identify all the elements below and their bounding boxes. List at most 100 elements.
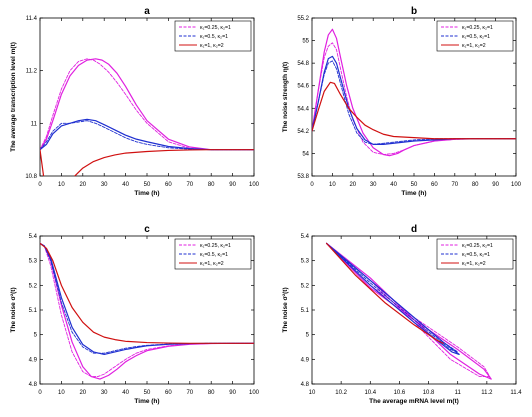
series-line-blue-solid xyxy=(325,242,460,355)
legend: κ₁=0.25, κ₂=1 κ₁=0.5, κ₂=1 κ₁=1, κ₂=2 xyxy=(436,238,514,270)
y-tick-label: 4.8 xyxy=(29,382,38,388)
chart-panel-a: 0 10 20 30 40 50 60 70 80 90 100 10.8 11 11.2 11.4 a Tim… xyxy=(10,6,260,197)
x-tick-label: 60 xyxy=(165,182,172,188)
x-tick-label: 90 xyxy=(229,182,236,188)
y-tick-label: 4.8 xyxy=(301,382,310,388)
x-tick-label: 20 xyxy=(79,182,86,188)
x-tick-label: 0 xyxy=(310,182,314,188)
panel-label: a xyxy=(144,6,150,17)
legend-box xyxy=(436,20,514,52)
x-tick-label: 10.6 xyxy=(394,390,406,396)
legend-box xyxy=(436,238,514,270)
x-tick-label: 90 xyxy=(492,182,499,188)
y-tick-label: 5.2 xyxy=(301,283,310,289)
x-tick-label: 50 xyxy=(411,182,418,188)
legend-label: κ₁=1, κ₂=2 xyxy=(462,43,486,49)
legend-label: κ₁=0.5, κ₂=1 xyxy=(462,252,490,258)
series-line-red-solid xyxy=(325,242,444,344)
x-tick-label: 80 xyxy=(472,182,479,188)
y-axis-label: The noise σ²(t) xyxy=(282,287,289,332)
y-tick-label: 55.2 xyxy=(297,16,309,22)
series-group xyxy=(325,242,492,380)
x-tick-label: 60 xyxy=(165,390,172,396)
y-tick-label: 54.2 xyxy=(297,129,309,135)
legend-label: κ₁=1, κ₂=2 xyxy=(200,261,224,267)
x-tick-label: 70 xyxy=(186,390,193,396)
series-group xyxy=(40,58,254,176)
legend-label: κ₁=0.25, κ₂=1 xyxy=(462,25,493,31)
y-tick-label: 54.8 xyxy=(297,61,309,67)
x-axis-label: Time (h) xyxy=(134,190,159,197)
y-tick-label: 5.1 xyxy=(29,308,38,314)
y-tick-label: 5.4 xyxy=(29,234,38,240)
y-tick-label: 5.1 xyxy=(301,308,310,314)
x-tick-label: 50 xyxy=(144,182,151,188)
chart-panel-c: 0 10 20 30 40 50 60 70 80 90 100 4.8 4.9 5 5.1 5.2 5.3 5.… xyxy=(10,224,260,405)
series-line-magenta-solid xyxy=(312,28,516,157)
series-group xyxy=(40,242,254,380)
x-axis-label: The average mRNA level m(t) xyxy=(369,398,459,405)
y-axis-label: The average transcription level m(t) xyxy=(10,42,17,152)
x-tick-label: 60 xyxy=(431,182,438,188)
x-tick-label: 30 xyxy=(370,182,377,188)
x-tick-label: 20 xyxy=(79,390,86,396)
series-line-red-solid xyxy=(40,149,254,176)
legend: κ₁=0.25, κ₂=1 κ₁=0.5, κ₂=1 κ₁=1, κ₂=2 xyxy=(436,20,514,52)
x-tick-label: 30 xyxy=(101,182,108,188)
y-tick-label: 5.3 xyxy=(301,259,310,265)
legend-label: κ₁=0.25, κ₂=1 xyxy=(200,25,231,31)
x-tick-label: 100 xyxy=(249,390,260,396)
x-axis-label: Time (h) xyxy=(134,398,159,405)
y-tick-label: 11.4 xyxy=(26,16,38,22)
y-tick-label: 5 xyxy=(306,333,310,339)
series-line-magenta-solid xyxy=(325,242,492,380)
series-line-magenta-solid xyxy=(40,58,254,151)
legend: κ₁=0.25, κ₂=1 κ₁=0.5, κ₂=1 κ₁=1, κ₂=2 xyxy=(174,238,252,270)
x-tick-label: 10.2 xyxy=(335,390,347,396)
panel-label: d xyxy=(411,224,417,235)
series-group xyxy=(312,28,516,157)
x-tick-label: 11.4 xyxy=(510,390,522,396)
y-tick-label: 5.4 xyxy=(301,234,310,240)
chart-panel-b: 0 10 20 30 40 50 60 70 80 90 100 53.8 54 54.2 54.4 54.6… xyxy=(282,6,522,197)
x-tick-label: 50 xyxy=(144,390,151,396)
y-tick-label: 53.8 xyxy=(297,174,309,180)
x-tick-label: 20 xyxy=(349,182,356,188)
y-tick-label: 54.4 xyxy=(297,106,309,112)
x-tick-label: 10.8 xyxy=(423,390,435,396)
x-tick-label: 0 xyxy=(38,182,42,188)
legend-box xyxy=(174,238,252,270)
legend-label: κ₁=0.5, κ₂=1 xyxy=(200,34,228,40)
x-tick-label: 0 xyxy=(38,390,42,396)
chart-panel-d: 10 10.2 10.4 10.6 10.8 11 11.2 11.4 4.8 4.9 5 5.1 5.… xyxy=(282,224,522,405)
legend-label: κ₁=0.5, κ₂=1 xyxy=(462,34,490,40)
x-tick-label: 11 xyxy=(455,390,462,396)
legend-label: κ₁=0.5, κ₂=1 xyxy=(200,252,228,258)
panel-label: c xyxy=(144,224,150,235)
series-line-red-solid xyxy=(40,242,254,344)
y-tick-label: 54.6 xyxy=(297,84,309,90)
x-tick-label: 100 xyxy=(511,182,522,188)
x-tick-label: 40 xyxy=(122,390,129,396)
legend-label: κ₁=1, κ₂=2 xyxy=(462,261,486,267)
x-tick-label: 40 xyxy=(122,182,129,188)
series-line-blue-dashed xyxy=(312,60,516,145)
legend-label: κ₁=1, κ₂=2 xyxy=(200,43,224,49)
y-tick-label: 55 xyxy=(302,39,309,45)
x-tick-label: 80 xyxy=(208,390,215,396)
panel-label: b xyxy=(411,6,417,17)
x-tick-label: 10 xyxy=(58,182,65,188)
series-line-magenta-dashed xyxy=(40,58,254,151)
legend-box xyxy=(174,20,252,52)
y-tick-label: 11 xyxy=(31,121,38,127)
x-tick-label: 10 xyxy=(329,182,336,188)
y-tick-label: 4.9 xyxy=(301,357,310,363)
y-tick-label: 10.8 xyxy=(25,174,37,180)
series-line-magenta-solid xyxy=(40,242,254,380)
x-axis-label: Time (h) xyxy=(401,190,426,197)
y-tick-label: 5.2 xyxy=(29,283,38,289)
y-tick-label: 54 xyxy=(302,151,309,157)
x-tick-label: 40 xyxy=(390,182,397,188)
x-tick-label: 11.2 xyxy=(481,390,493,396)
x-tick-label: 100 xyxy=(249,182,260,188)
